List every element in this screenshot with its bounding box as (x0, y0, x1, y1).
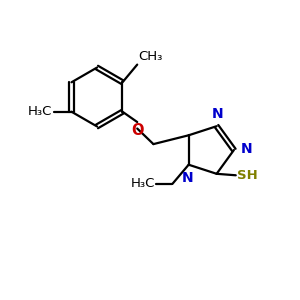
Text: O: O (131, 124, 143, 139)
Text: H₃C: H₃C (28, 105, 52, 118)
Text: CH₃: CH₃ (139, 50, 163, 63)
Text: H₃C: H₃C (130, 177, 155, 190)
Text: SH: SH (237, 169, 258, 182)
Text: N: N (240, 142, 252, 155)
Text: N: N (212, 107, 223, 121)
Text: N: N (182, 171, 193, 185)
